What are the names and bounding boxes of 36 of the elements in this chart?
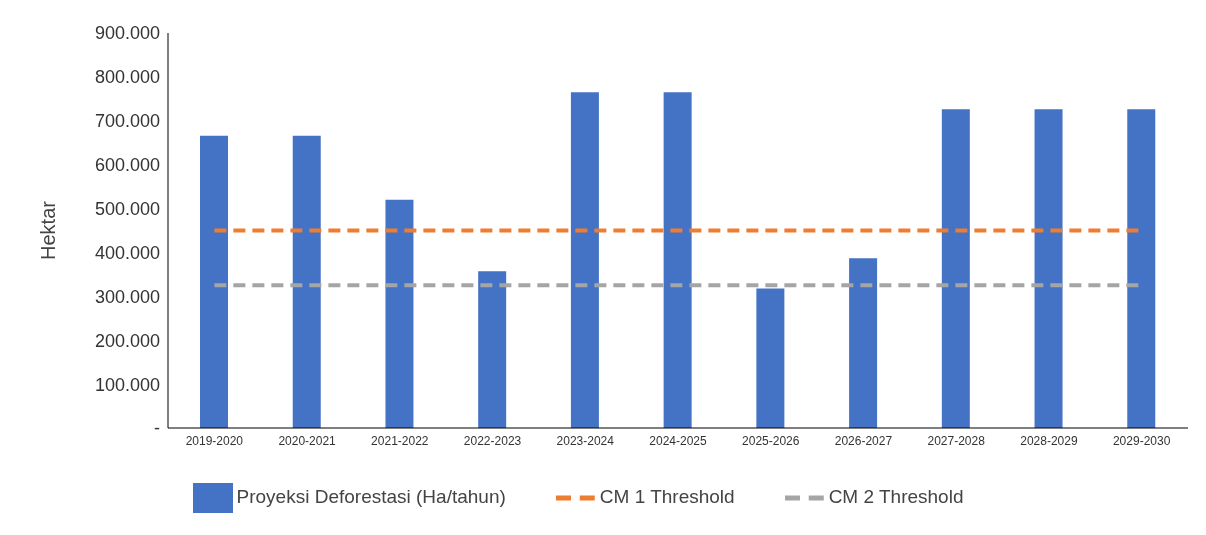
y-tick-label: 100.000 [94,374,160,395]
y-tick-label: 400.000 [94,242,160,263]
legend-label: CM 2 Threshold [828,486,964,508]
y-tick-label: 600.000 [94,155,160,176]
x-tick-label: 2020-2021 [278,433,337,448]
bar [385,199,414,428]
x-tick-label: 2021-2022 [371,433,429,448]
x-tick-label: 2023-2024 [556,433,615,448]
x-tick-label: 2026-2027 [834,433,893,448]
bar [663,92,692,428]
x-tick-label: 2027-2028 [927,433,986,448]
bar [478,271,507,428]
x-tick-label: 2024-2025 [649,433,708,448]
y-axis-title: Hektar [37,200,60,260]
x-tick-label: 2028-2029 [1020,433,1078,448]
bar [200,135,228,428]
y-tick-label: 300.000 [94,286,160,307]
legend-label: Proyeksi Deforestasi (Ha/tahun) [236,486,506,508]
bar [849,258,878,428]
y-tick-label: 700.000 [94,111,160,132]
bar [292,135,321,428]
bar [941,109,970,428]
bar [1034,109,1063,428]
legend-label: CM 1 Threshold [599,486,735,508]
y-tick-label: 900.000 [94,23,160,44]
x-tick-label: 2019-2020 [185,433,244,448]
bar [570,92,599,428]
y-tick-label: - [154,418,160,439]
x-tick-label: 2022-2023 [463,433,522,448]
y-tick-label: 500.000 [94,198,160,219]
bar [756,288,785,428]
bar [1127,109,1156,428]
x-tick-label: 2029-2030 [1112,433,1171,448]
y-tick-label: 800.000 [94,67,160,88]
x-tick-label: 2025-2026 [742,433,800,448]
y-tick-label: 200.000 [94,330,160,351]
